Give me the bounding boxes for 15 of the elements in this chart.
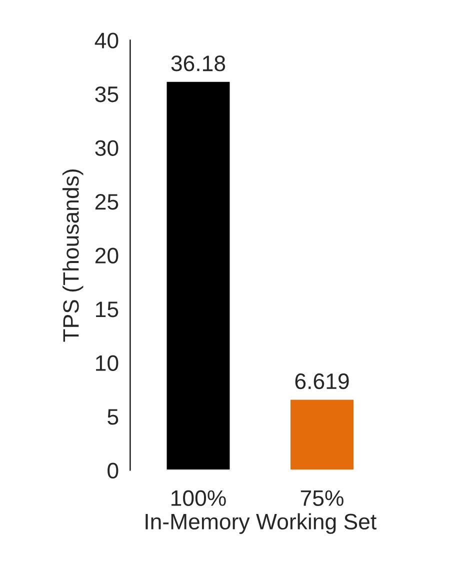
y-tick-label: 30: [95, 140, 118, 156]
y-tick-label: 35: [95, 86, 118, 102]
y-tick-label: 15: [96, 302, 118, 318]
y-tick-label: 0: [108, 462, 118, 479]
y-tick-label: 5: [108, 409, 118, 425]
data-label: 36.18: [171, 56, 226, 72]
data-label: 6.619: [295, 373, 349, 390]
x-tick-label: 75%: [300, 490, 344, 506]
x-tick-label: 100%: [172, 490, 226, 506]
y-tick-label: 10: [96, 355, 118, 371]
x-axis-title: In-Memory Working Set: [146, 513, 376, 534]
y-axis-title: TPS (Thousands): [62, 170, 84, 342]
y-tick-label: 40: [94, 32, 118, 48]
y-tick-label: 20: [95, 248, 118, 264]
y-tick-label: 25: [95, 194, 118, 210]
